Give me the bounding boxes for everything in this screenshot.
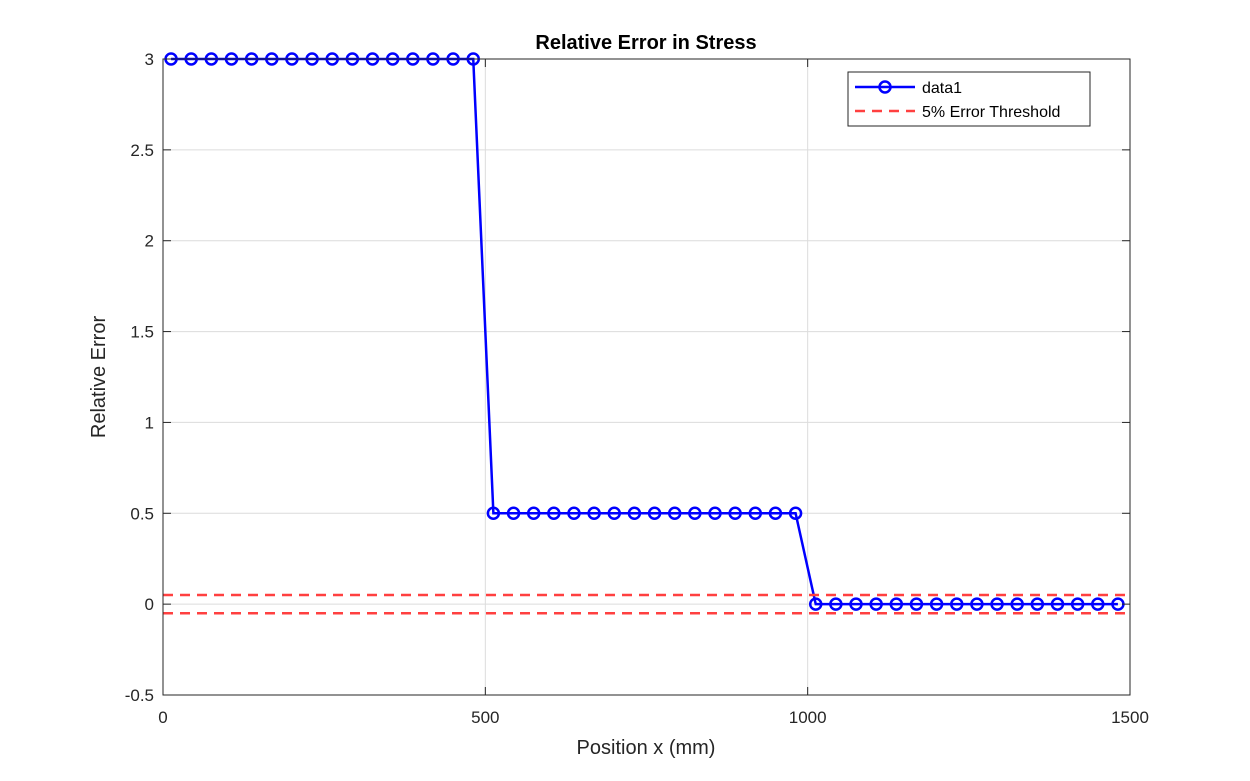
data-point-marker <box>667 506 682 521</box>
legend-label-data1: data1 <box>922 80 962 97</box>
data-point-marker <box>990 597 1004 611</box>
data-point-marker <box>587 506 601 521</box>
data-point-marker <box>889 597 904 611</box>
legend-swatch-data1-marker <box>878 80 892 94</box>
data-point-marker <box>748 506 763 521</box>
x-tick-label: 500 <box>471 708 499 727</box>
data-point-marker <box>728 506 742 521</box>
y-tick-label: 3 <box>145 50 154 69</box>
data-point-marker <box>1091 597 1105 611</box>
x-tick-label: 1000 <box>789 708 827 727</box>
data-point-marker <box>708 506 722 521</box>
y-tick-label: 0.5 <box>130 504 154 523</box>
y-tick-label: 1 <box>145 413 154 432</box>
data-point-marker <box>869 597 883 611</box>
data-point-marker <box>909 597 924 611</box>
data-point-marker <box>929 597 944 611</box>
y-tick-label: -0.5 <box>125 686 154 705</box>
data-point-marker <box>526 506 541 521</box>
data-point-marker <box>647 506 662 521</box>
y-tick-label: 2 <box>145 232 154 251</box>
data-point-marker <box>1050 597 1065 611</box>
data-point-marker <box>849 597 863 611</box>
ticks: 0 500 1000 1500-0.500.511.522.53 <box>125 50 1149 727</box>
axes-box <box>162 58 1131 696</box>
data-point-marker <box>829 597 843 611</box>
data-point-marker <box>688 506 702 521</box>
data-point-marker <box>808 597 823 611</box>
data-point-marker <box>949 597 964 611</box>
grid <box>162 58 1131 696</box>
legend: data1 5% Error Threshold <box>847 71 1091 127</box>
data-point-marker <box>567 506 581 521</box>
data-point-marker <box>547 506 561 521</box>
y-tick-label: 1.5 <box>130 323 154 342</box>
data-point-marker <box>788 506 803 521</box>
data-point-marker <box>627 506 642 521</box>
data-point-marker <box>1010 597 1024 611</box>
x-tick-label: 1500 <box>1111 708 1149 727</box>
x-axis-label: Position x (mm) <box>577 737 716 759</box>
plot-area <box>163 59 1130 695</box>
y-tick-label: 0 <box>145 595 154 614</box>
data-point-marker <box>607 506 622 521</box>
data-point-marker <box>768 506 783 521</box>
data-point-marker <box>1030 597 1045 611</box>
x-tick-label: 0 <box>158 708 167 727</box>
data-point-marker <box>1070 597 1085 611</box>
data-point-marker <box>506 506 521 521</box>
chart-title: Relative Error in Stress <box>535 32 756 54</box>
data-point-marker <box>970 597 984 611</box>
legend-label-threshold: 5% Error Threshold <box>922 104 1060 121</box>
data-point-marker <box>486 506 501 521</box>
y-tick-label: 2.5 <box>130 141 154 160</box>
y-axis-label: Relative Error <box>88 316 110 439</box>
legend-box <box>847 71 1091 127</box>
